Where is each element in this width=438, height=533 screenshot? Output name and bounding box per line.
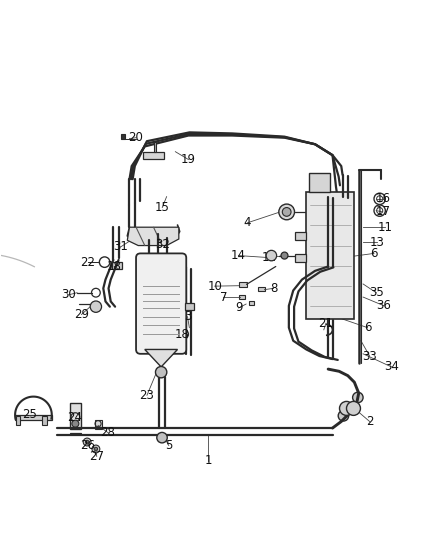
- Circle shape: [85, 440, 89, 444]
- Text: 30: 30: [61, 288, 76, 301]
- Circle shape: [72, 420, 79, 427]
- Bar: [70, 403, 81, 429]
- Bar: [249, 301, 254, 305]
- Bar: [184, 303, 194, 310]
- Text: 4: 4: [244, 216, 251, 229]
- Bar: [112, 262, 122, 269]
- Circle shape: [157, 432, 167, 443]
- Text: 10: 10: [207, 280, 222, 293]
- Circle shape: [279, 204, 294, 220]
- Bar: [295, 254, 306, 262]
- Circle shape: [283, 207, 291, 216]
- Text: 16: 16: [375, 192, 390, 205]
- Text: 35: 35: [369, 286, 384, 299]
- Text: 34: 34: [384, 360, 399, 374]
- Text: 12: 12: [262, 251, 277, 264]
- Bar: [16, 416, 20, 425]
- Circle shape: [353, 392, 363, 403]
- Text: 13: 13: [370, 236, 385, 249]
- Text: 15: 15: [155, 201, 170, 214]
- Text: 26: 26: [81, 439, 95, 452]
- Bar: [308, 173, 330, 192]
- Text: 11: 11: [378, 221, 392, 233]
- Text: 32: 32: [155, 238, 170, 251]
- Circle shape: [90, 301, 102, 312]
- Text: 18: 18: [174, 328, 189, 341]
- Text: 24: 24: [67, 410, 82, 424]
- Text: 1: 1: [205, 454, 212, 467]
- Polygon shape: [127, 227, 179, 246]
- Text: 14: 14: [231, 249, 246, 262]
- Circle shape: [339, 401, 353, 415]
- Text: 21: 21: [318, 317, 333, 330]
- Bar: [239, 295, 245, 299]
- Bar: [143, 152, 164, 159]
- Text: 2: 2: [366, 415, 373, 428]
- Text: 3: 3: [184, 310, 191, 323]
- FancyBboxPatch shape: [136, 253, 186, 354]
- Circle shape: [155, 367, 167, 378]
- Bar: [295, 231, 306, 240]
- Bar: [239, 282, 247, 287]
- Text: 5: 5: [165, 439, 173, 452]
- Bar: [15, 415, 52, 420]
- Text: 19: 19: [181, 153, 196, 166]
- Text: 23: 23: [140, 389, 155, 402]
- Text: 8: 8: [270, 282, 277, 295]
- Text: 33: 33: [362, 350, 377, 362]
- Text: 17: 17: [375, 205, 390, 219]
- Text: 28: 28: [100, 426, 115, 439]
- Bar: [306, 192, 354, 319]
- Text: 6: 6: [370, 247, 378, 260]
- Bar: [42, 416, 46, 425]
- Bar: [153, 142, 156, 152]
- Text: 22: 22: [81, 256, 95, 269]
- Circle shape: [83, 438, 91, 446]
- Text: 29: 29: [74, 308, 89, 321]
- Circle shape: [266, 251, 277, 261]
- Text: 20: 20: [129, 131, 144, 144]
- Text: 25: 25: [21, 408, 36, 422]
- Text: 18: 18: [107, 260, 122, 273]
- Circle shape: [92, 445, 100, 453]
- Circle shape: [338, 410, 349, 421]
- Bar: [258, 287, 265, 292]
- Circle shape: [346, 401, 360, 415]
- Text: 27: 27: [89, 450, 104, 463]
- Text: 7: 7: [219, 290, 227, 304]
- Bar: [121, 134, 125, 139]
- Text: 36: 36: [377, 300, 392, 312]
- Circle shape: [94, 447, 98, 451]
- Polygon shape: [145, 350, 177, 367]
- Text: 31: 31: [113, 240, 128, 253]
- Text: 6: 6: [364, 321, 371, 334]
- Text: 9: 9: [235, 302, 242, 314]
- Circle shape: [178, 329, 188, 340]
- Circle shape: [281, 252, 288, 259]
- Bar: [95, 420, 102, 429]
